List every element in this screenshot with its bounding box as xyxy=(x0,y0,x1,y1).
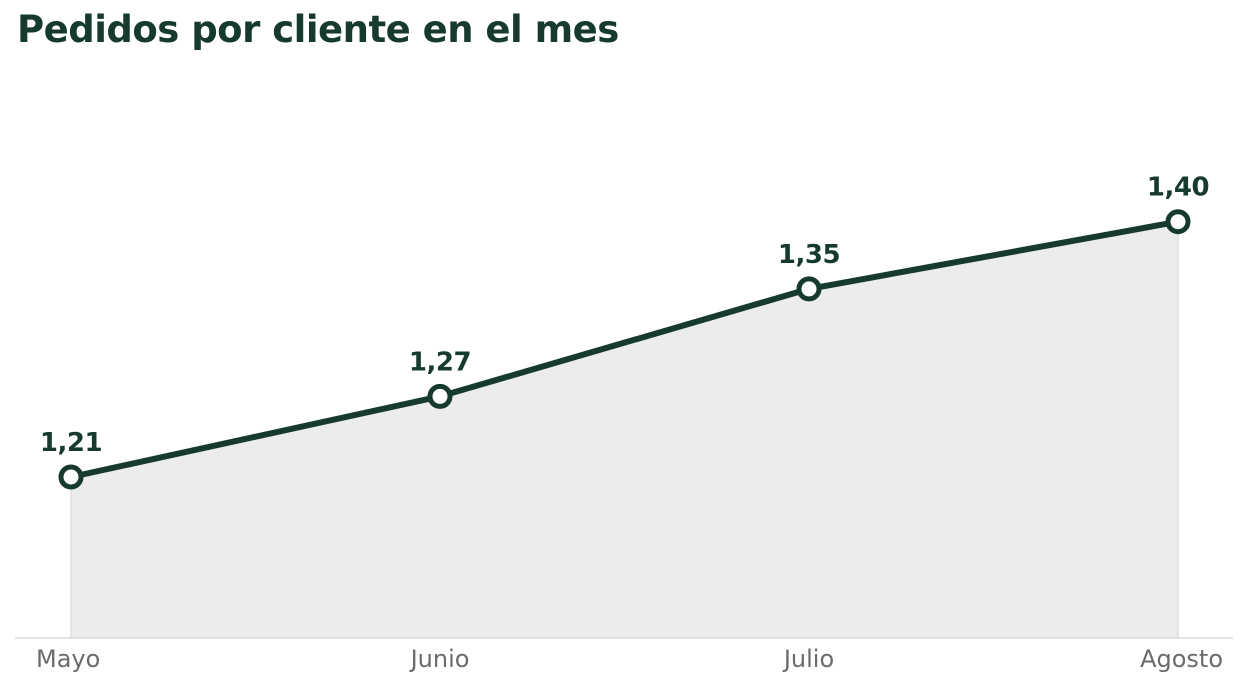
data-label-agosto: 1,40 xyxy=(1147,173,1209,203)
data-label-julio: 1,35 xyxy=(778,240,840,270)
series-line xyxy=(68,218,1181,480)
line-layer xyxy=(68,218,1181,480)
data-point-mayo xyxy=(58,464,84,490)
data-point-junio xyxy=(427,383,453,409)
x-tick-mayo: Mayo xyxy=(36,645,100,673)
area-layer xyxy=(70,221,1179,638)
data-label-junio: 1,27 xyxy=(409,347,471,377)
series-area xyxy=(71,221,1178,638)
data-label-mayo: 1,21 xyxy=(40,428,102,458)
label-layer: 1,21 1,27 1,35 1,40 xyxy=(40,173,1210,458)
tick-layer: Mayo Junio Julio Agosto xyxy=(36,645,1223,673)
x-tick-junio: Junio xyxy=(409,645,470,673)
data-point-julio xyxy=(796,276,822,302)
x-tick-agosto: Agosto xyxy=(1140,645,1223,673)
x-tick-julio: Julio xyxy=(782,645,834,673)
chart-title: Pedidos por cliente en el mes xyxy=(17,8,619,51)
marker-layer xyxy=(58,209,1191,490)
data-point-agosto xyxy=(1165,209,1191,235)
